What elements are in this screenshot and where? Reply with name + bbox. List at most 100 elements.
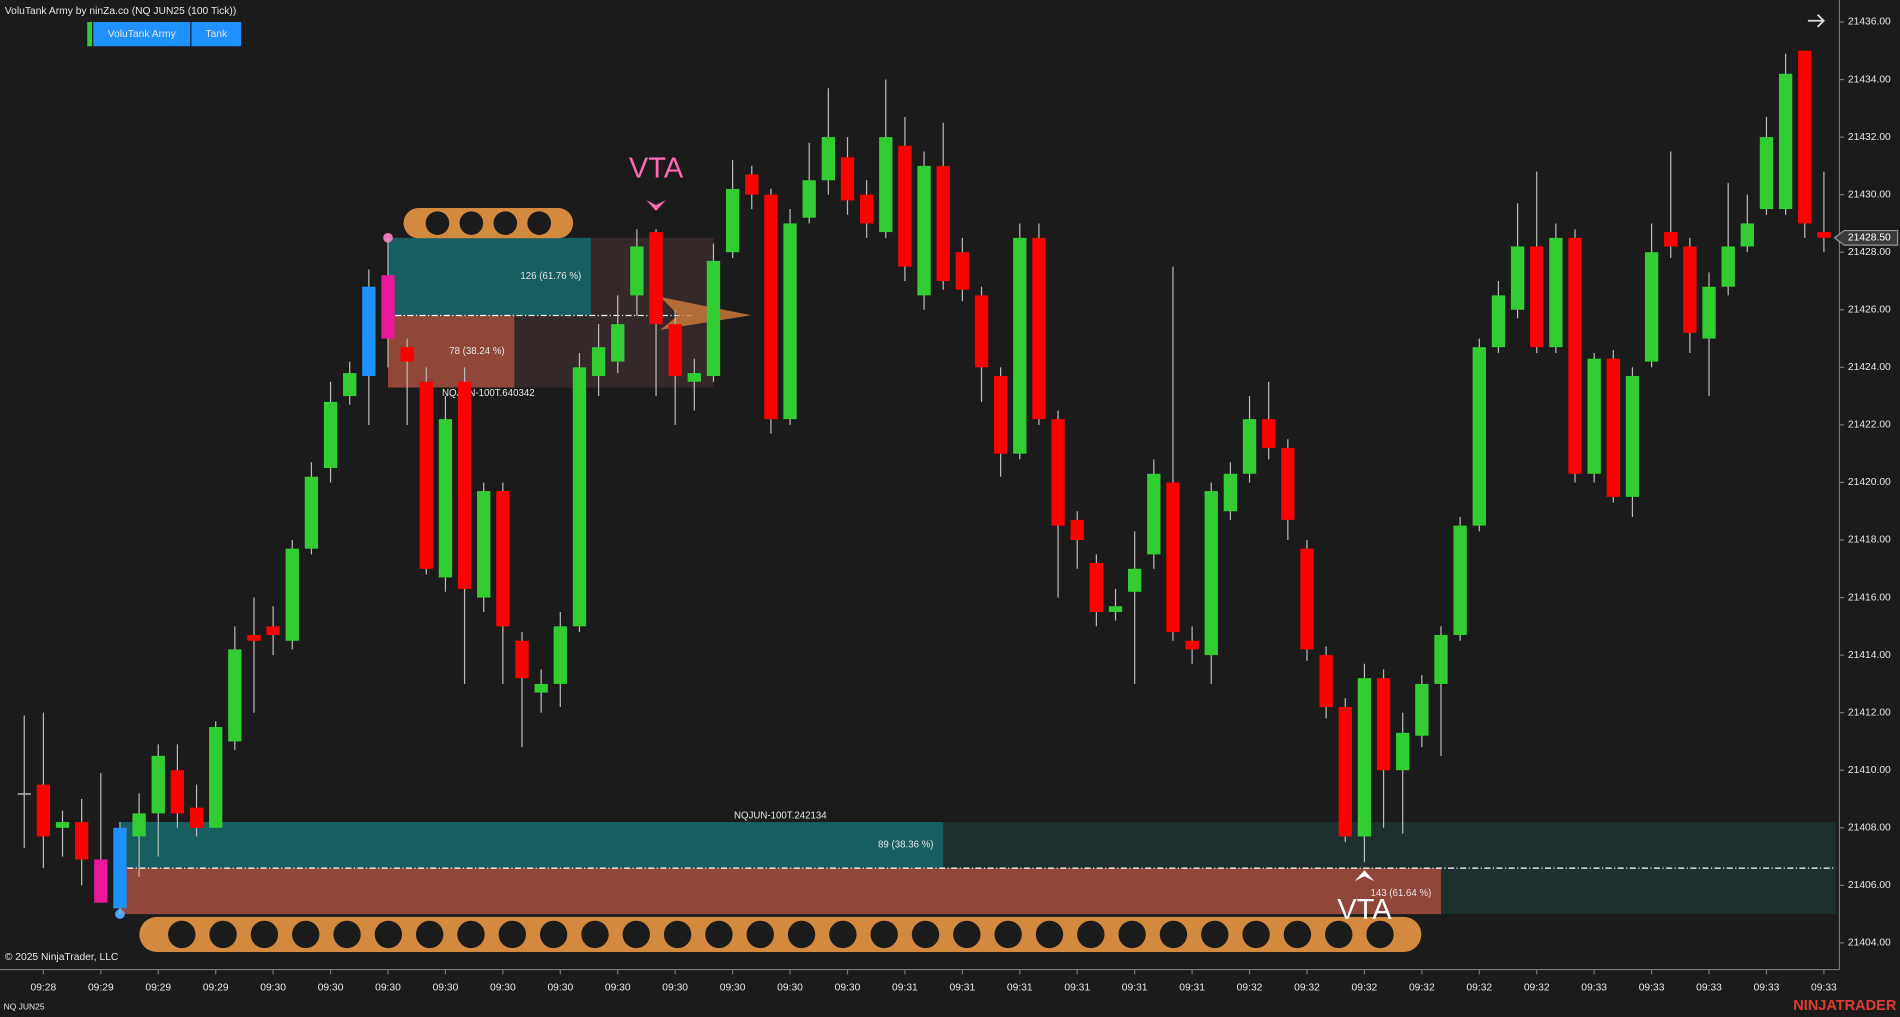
zone-pill-dot [539, 920, 568, 949]
candle-body [1491, 295, 1506, 348]
zone-upper-text: 126 (61.76 %) [520, 271, 581, 282]
x-tick-label: 09:33 [1811, 982, 1837, 993]
x-tick-label: 09:32 [1409, 982, 1435, 993]
candle-body [438, 419, 453, 578]
x-tick-label: 09:28 [31, 982, 57, 993]
x-tick-label: 09:31 [1007, 982, 1033, 993]
y-tick-label: 21426.00 [1848, 304, 1891, 315]
x-tick-label: 09:30 [490, 982, 516, 993]
zone-lower-text: 78 (38.24 %) [449, 346, 504, 357]
x-tick-label: 09:31 [1064, 982, 1090, 993]
candle-body [821, 137, 836, 181]
candle-body [725, 188, 740, 253]
last-price-marker [1833, 229, 1899, 246]
candle-body [75, 822, 89, 860]
y-tick-label: 21434.00 [1848, 74, 1891, 85]
zone-pill-dot [1325, 920, 1353, 949]
candle-body [1415, 683, 1429, 736]
x-tick-label: 09:31 [892, 982, 918, 993]
zone-pill-dot [829, 920, 857, 949]
candle-body [1262, 419, 1276, 448]
candle-body [764, 194, 778, 420]
logo: NINJATRADER [1793, 998, 1897, 1014]
candle-body [36, 784, 51, 837]
y-tick-label: 21428.00 [1848, 247, 1891, 258]
candle-body [1721, 246, 1735, 287]
y-tick-label: 21424.00 [1848, 362, 1891, 373]
y-tick-label: 21410.00 [1848, 765, 1891, 776]
candle-body [840, 157, 855, 201]
zone-pill-dot [1118, 920, 1146, 949]
navigate-arrow[interactable] [1807, 14, 1825, 28]
y-tick-label: 21422.00 [1848, 420, 1891, 431]
plot-area: 126 (61.76 %) 78 (38.24 %) NQJUN-100T.6403… [17, 50, 1836, 952]
annotation-arrow [1354, 870, 1375, 882]
candle-body [1568, 237, 1582, 474]
candle-body [1625, 375, 1640, 497]
x-tick-label: 09:30 [605, 982, 631, 993]
candle-body [859, 194, 874, 224]
indicator-flag [87, 21, 93, 47]
zone-pill-dot [581, 920, 609, 949]
candle-body [1453, 525, 1467, 635]
candle-body [1089, 563, 1104, 612]
candle-body [1185, 640, 1199, 650]
zone-pill-dot [622, 920, 650, 949]
button-label[interactable]: VoluTank Army [108, 29, 177, 40]
zone-pill-dot [425, 211, 450, 235]
candle-body [802, 180, 816, 218]
y-tick-label: 21406.00 [1848, 880, 1891, 891]
candle-body [113, 827, 127, 909]
y-tick-label: 21432.00 [1848, 132, 1891, 143]
button-label[interactable]: Tank [205, 29, 228, 40]
zone-pill-dot [1201, 920, 1229, 949]
button[interactable] [191, 21, 242, 47]
button[interactable] [93, 21, 191, 47]
candle-body [1013, 237, 1027, 454]
candle-body [515, 640, 529, 679]
candle-body [1300, 548, 1314, 650]
candle-body [1281, 447, 1295, 520]
zone-label: NQJUN-100T.640342 [442, 388, 535, 399]
candle-body [1549, 237, 1563, 348]
candle-body [1357, 678, 1372, 837]
zone-pill-dot [994, 920, 1022, 949]
candle-body [917, 165, 931, 296]
x-tick-label: 09:30 [835, 982, 861, 993]
zone-upper-text: 89 (38.36 %) [878, 840, 933, 851]
candle-body [745, 174, 759, 195]
candle-body [1644, 252, 1659, 362]
zone-label: NQJUN-100T.242134 [734, 811, 827, 822]
candle-body [170, 770, 185, 814]
zone-upper [119, 822, 944, 869]
candle-body [974, 295, 989, 368]
candle-body [1798, 50, 1812, 224]
candle-body [1606, 358, 1620, 497]
candle-body [1510, 246, 1525, 310]
zone-pill-dot [168, 920, 196, 949]
zone-lower-text: 143 (61.64 %) [1370, 888, 1431, 899]
x-tick-label: 09:31 [1179, 982, 1205, 993]
candle-body [572, 367, 587, 627]
zone-pill-dot [705, 920, 733, 949]
zone-pill-dot [209, 920, 237, 949]
y-tick-label: 21430.00 [1848, 189, 1891, 200]
candle-body [381, 275, 395, 339]
x-tick-label: 09:30 [662, 982, 688, 993]
zone-pill-dot [1366, 920, 1394, 949]
zone-pill-dot [415, 920, 444, 949]
candle-body [285, 548, 299, 641]
x-tick-label: 09:30 [318, 982, 344, 993]
zone-lower [119, 868, 1441, 915]
candle-body [611, 324, 625, 362]
candle-body [668, 324, 682, 376]
candle-body [1817, 232, 1831, 238]
candle-body [1740, 223, 1754, 247]
candle-body [189, 807, 204, 828]
candle-body [132, 813, 146, 837]
candle-body [1530, 246, 1544, 348]
x-tick-label: 09:30 [777, 982, 803, 993]
candle-body [304, 476, 319, 549]
last-price-label: 21428.50 [1848, 233, 1891, 244]
